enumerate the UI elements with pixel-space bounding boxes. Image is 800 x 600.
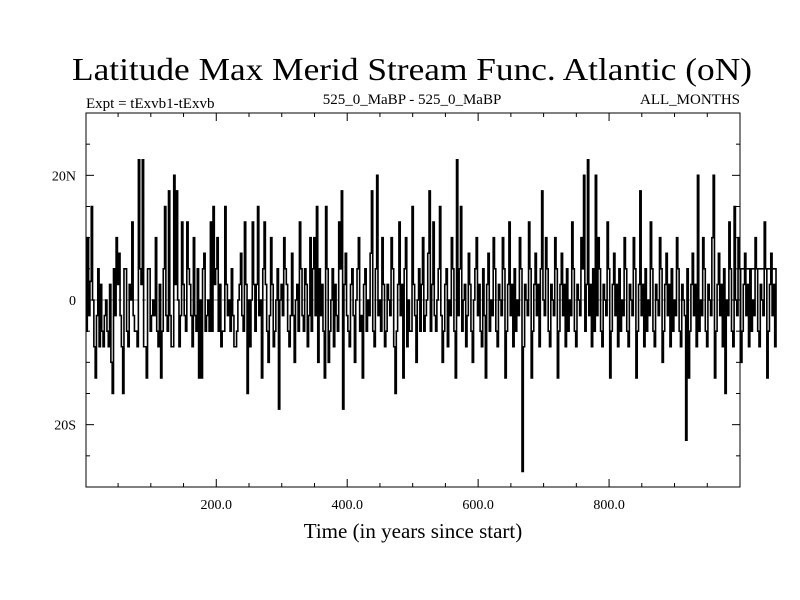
x-axis-label: Time (in years since start) [304,519,523,543]
x-tick-label: 200.0 [201,498,233,513]
subtitle-right: ALL_MONTHS [640,92,740,108]
x-tick-label: 800.0 [593,498,625,513]
x-axis: 200.0 400.0 600.0 800.0 [117,113,708,513]
y-tick-label: 20N [52,169,76,184]
series-layer [86,158,777,473]
y-axis: 20N 0 20S [52,143,740,457]
subtitle-left: Expt = tExvb1-tExvb [86,96,214,112]
series-line [86,158,777,473]
x-tick-label: 600.0 [462,498,494,513]
subtitle-center: 525_0_MaBP - 525_0_MaBP [323,92,502,108]
y-tick-label: 20S [54,419,76,434]
y-tick-label: 0 [69,294,76,309]
x-tick-label: 400.0 [331,498,363,513]
chart-title: Latitude Max Merid Stream Func. Atlantic… [72,51,752,87]
